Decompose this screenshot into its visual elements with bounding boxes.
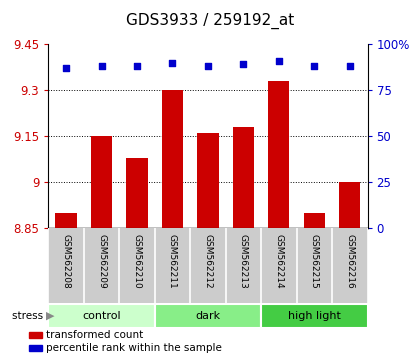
Point bbox=[205, 63, 211, 69]
Text: stress: stress bbox=[12, 311, 46, 321]
Text: GSM562211: GSM562211 bbox=[168, 234, 177, 289]
Text: GSM562216: GSM562216 bbox=[345, 234, 354, 289]
Text: GSM562210: GSM562210 bbox=[132, 234, 142, 289]
Text: high light: high light bbox=[288, 311, 341, 321]
FancyBboxPatch shape bbox=[155, 304, 261, 328]
Point bbox=[346, 63, 353, 69]
Text: GSM562215: GSM562215 bbox=[310, 234, 319, 289]
Bar bbox=[91, 136, 112, 228]
Text: control: control bbox=[82, 311, 121, 321]
FancyBboxPatch shape bbox=[48, 304, 155, 328]
Point bbox=[240, 62, 247, 67]
Text: GSM562214: GSM562214 bbox=[274, 234, 284, 289]
Text: percentile rank within the sample: percentile rank within the sample bbox=[46, 343, 222, 353]
Text: GSM562209: GSM562209 bbox=[97, 234, 106, 289]
Text: ▶: ▶ bbox=[46, 311, 55, 321]
Text: dark: dark bbox=[195, 311, 220, 321]
Text: GSM562208: GSM562208 bbox=[62, 234, 71, 289]
Text: GSM562212: GSM562212 bbox=[203, 234, 213, 289]
Bar bbox=[197, 133, 218, 228]
Text: GDS3933 / 259192_at: GDS3933 / 259192_at bbox=[126, 12, 294, 29]
Bar bbox=[304, 213, 325, 228]
Point bbox=[134, 63, 140, 69]
Bar bbox=[55, 213, 77, 228]
Point bbox=[311, 63, 318, 69]
Bar bbox=[126, 158, 147, 228]
Bar bbox=[29, 344, 42, 351]
Bar bbox=[339, 182, 360, 228]
Bar bbox=[29, 332, 42, 338]
Bar bbox=[233, 127, 254, 228]
Bar bbox=[268, 81, 289, 228]
Text: GSM562213: GSM562213 bbox=[239, 234, 248, 289]
Point bbox=[98, 63, 105, 69]
Bar bbox=[162, 90, 183, 228]
Point bbox=[63, 65, 69, 71]
Point bbox=[276, 58, 282, 64]
FancyBboxPatch shape bbox=[261, 304, 368, 328]
Point bbox=[169, 60, 176, 65]
Text: transformed count: transformed count bbox=[46, 330, 143, 341]
